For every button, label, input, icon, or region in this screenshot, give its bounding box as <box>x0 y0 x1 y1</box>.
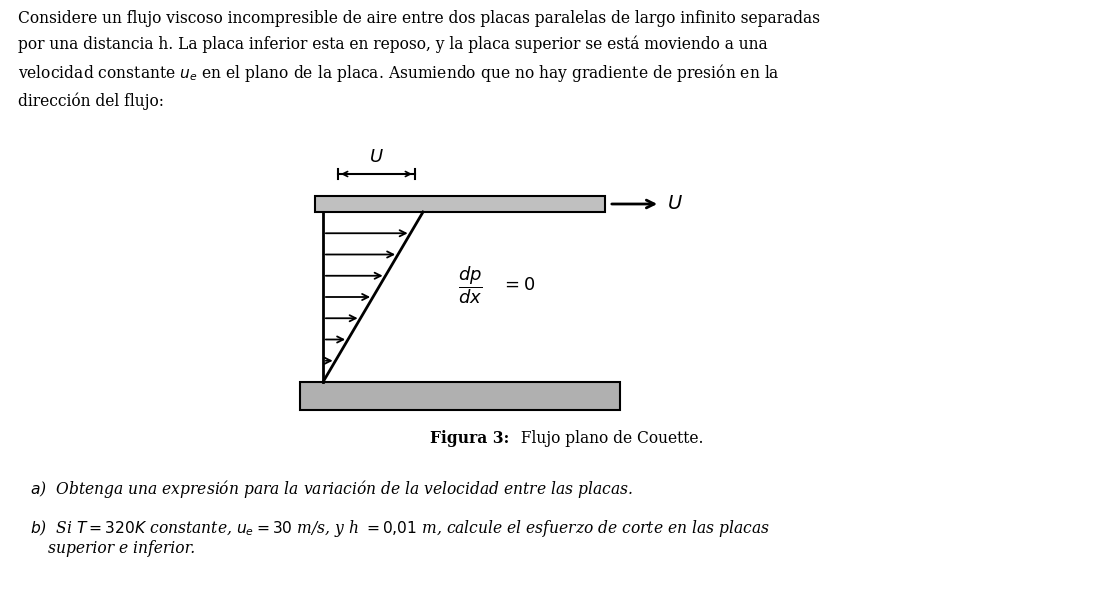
Text: $= 0$: $= 0$ <box>501 276 535 294</box>
Bar <box>315 196 606 212</box>
Text: $b$)  Si $T = 320K$ constante, $u_e = 30$ m/s, y h $= 0{,}01$ m, calcule el esfu: $b$) Si $T = 320K$ constante, $u_e = 30$… <box>30 518 770 539</box>
Text: $U$: $U$ <box>668 195 683 213</box>
Text: Figura 3:: Figura 3: <box>431 430 509 447</box>
Bar <box>300 382 620 410</box>
Text: $a$)  Obtenga una expresión para la variación de la velocidad entre las placas.: $a$) Obtenga una expresión para la varia… <box>30 478 633 500</box>
Text: Flujo plano de Couette.: Flujo plano de Couette. <box>516 430 704 447</box>
Text: superior e inferior.: superior e inferior. <box>48 540 195 557</box>
Text: $\dfrac{dp}{dx}$: $\dfrac{dp}{dx}$ <box>458 264 483 306</box>
Text: Considere un flujo viscoso incompresible de aire entre dos placas paralelas de l: Considere un flujo viscoso incompresible… <box>18 10 820 110</box>
Text: $U$: $U$ <box>369 148 384 166</box>
